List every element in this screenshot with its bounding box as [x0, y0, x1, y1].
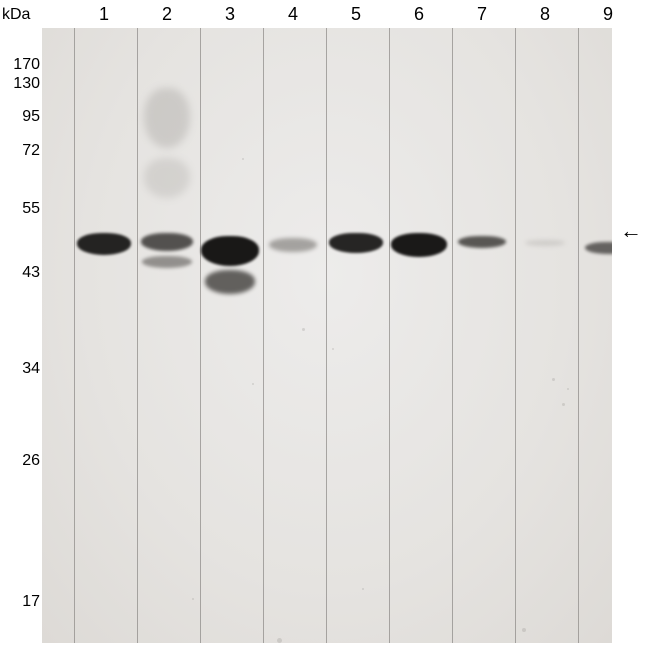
lane-label: 9 — [578, 4, 638, 25]
noise-speck — [302, 328, 305, 331]
mw-marker-label: 72 — [2, 142, 40, 160]
blot-band — [391, 233, 447, 257]
noise-speck — [522, 628, 526, 632]
noise-speck — [552, 378, 555, 381]
target-arrow: ← — [620, 218, 642, 244]
noise-speck — [332, 348, 334, 350]
lane-divider — [74, 28, 75, 643]
lane-label: 6 — [389, 4, 449, 25]
blot-band — [269, 238, 317, 252]
mw-marker-label: 95 — [2, 108, 40, 126]
blot-band — [142, 256, 192, 268]
mw-marker-label: 17 — [2, 593, 40, 611]
blot-area — [42, 28, 612, 643]
noise-speck — [242, 158, 244, 160]
lane-divider — [263, 28, 264, 643]
mw-marker-label: 26 — [2, 452, 40, 470]
lane-label: 4 — [263, 4, 323, 25]
blot-band — [144, 158, 190, 198]
lane-divider — [452, 28, 453, 643]
lane-label: 3 — [200, 4, 260, 25]
mw-marker-label: 43 — [2, 264, 40, 282]
noise-speck — [277, 638, 282, 643]
mw-marker-label: 55 — [2, 200, 40, 218]
blot-band — [525, 240, 565, 246]
lane-divider — [200, 28, 201, 643]
lane-divider — [515, 28, 516, 643]
blot-background — [42, 28, 612, 643]
mw-marker-label: 34 — [2, 360, 40, 378]
blot-band — [201, 236, 259, 266]
lane-label: 8 — [515, 4, 575, 25]
figure-container: kDa 123456789 17013095725543342617 ← — [0, 0, 650, 657]
blot-band — [141, 233, 193, 251]
blot-band — [458, 236, 506, 248]
lane-label: 7 — [452, 4, 512, 25]
noise-speck — [252, 383, 254, 385]
noise-speck — [192, 598, 194, 600]
blot-band — [329, 233, 383, 253]
mw-marker-label: 170 — [2, 56, 40, 74]
lane-label: 2 — [137, 4, 197, 25]
lane-label: 5 — [326, 4, 386, 25]
lane-divider — [137, 28, 138, 643]
mw-marker-label: 130 — [2, 75, 40, 93]
blot-band — [205, 270, 255, 294]
units-label: kDa — [2, 6, 30, 24]
noise-speck — [562, 403, 565, 406]
noise-speck — [567, 388, 569, 390]
lane-divider — [326, 28, 327, 643]
lane-divider — [389, 28, 390, 643]
noise-speck — [362, 588, 364, 590]
lane-label: 1 — [74, 4, 134, 25]
lane-divider — [578, 28, 579, 643]
blot-band — [77, 233, 131, 255]
blot-band — [144, 88, 190, 148]
